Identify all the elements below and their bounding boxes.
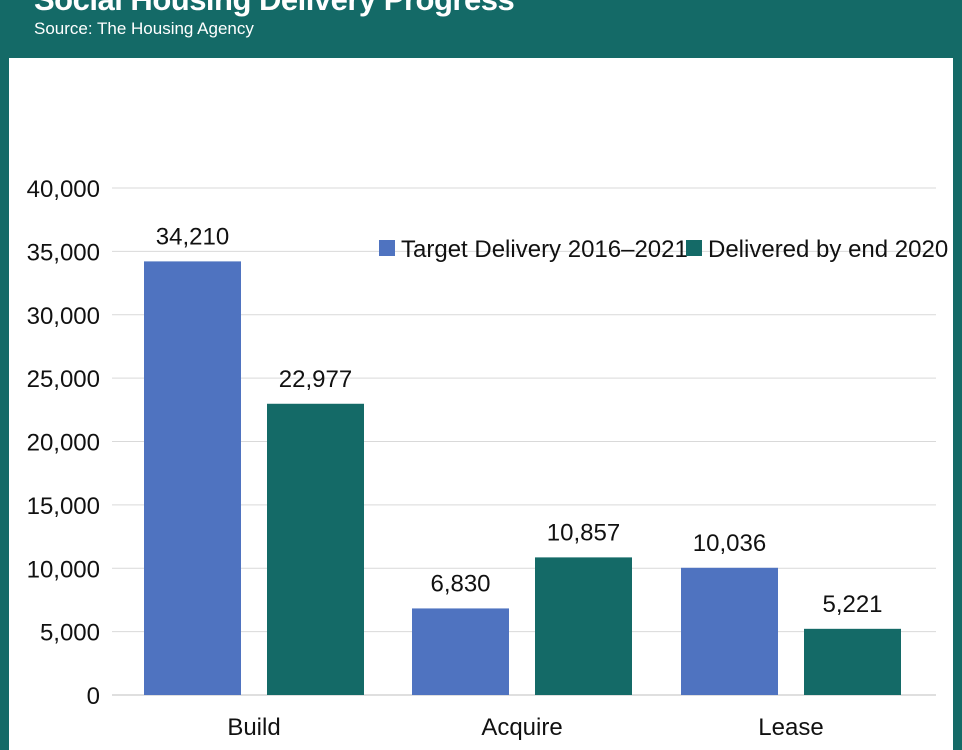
y-axis-ticks: 0 5,000 10,000 15,000 20,000 25,000 30,000 35,0… (27, 176, 100, 710)
data-labels: 34,210 22,977 6,830 10,857 10,036 5,221 (156, 223, 883, 617)
data-label: 10,036 (693, 530, 766, 557)
data-label: 22,977 (279, 366, 352, 393)
bar (681, 567, 778, 695)
y-tick-label: 15,000 (27, 493, 100, 520)
legend-swatch (686, 240, 702, 256)
bar (412, 608, 509, 695)
y-tick-label: 20,000 (27, 430, 100, 457)
data-label: 5,221 (822, 591, 882, 618)
chart-title: Social Housing Delivery Progress (34, 0, 515, 18)
category-label: Build (227, 714, 280, 741)
bar (267, 403, 364, 695)
y-tick-label: 10,000 (27, 556, 100, 583)
category-label: Lease (758, 714, 823, 741)
legend-label: Target Delivery 2016–2021 (401, 236, 688, 263)
legend: Target Delivery 2016–2021 Delivered by en… (379, 236, 948, 263)
data-label: 10,857 (547, 519, 620, 546)
category-label: Acquire (481, 714, 562, 741)
chart-header: Social Housing Delivery Progress Source:… (0, 0, 962, 58)
gridlines (112, 187, 936, 696)
chart-source: Source: The Housing Agency (34, 19, 254, 38)
data-label: 6,830 (430, 570, 490, 597)
y-tick-label: 30,000 (27, 303, 100, 330)
x-axis-categories: Build Acquire Lease (227, 714, 823, 741)
y-tick-label: 5,000 (40, 620, 100, 647)
legend-label: Delivered by end 2020 (708, 236, 948, 263)
bar (804, 628, 901, 695)
bar (144, 261, 241, 695)
legend-swatch (379, 240, 395, 256)
y-tick-label: 0 (87, 683, 100, 710)
data-label: 34,210 (156, 223, 229, 250)
bar (535, 557, 632, 695)
y-tick-label: 25,000 (27, 366, 100, 393)
bars (144, 261, 901, 695)
y-tick-label: 35,000 (27, 239, 100, 266)
y-tick-label: 40,000 (27, 176, 100, 203)
